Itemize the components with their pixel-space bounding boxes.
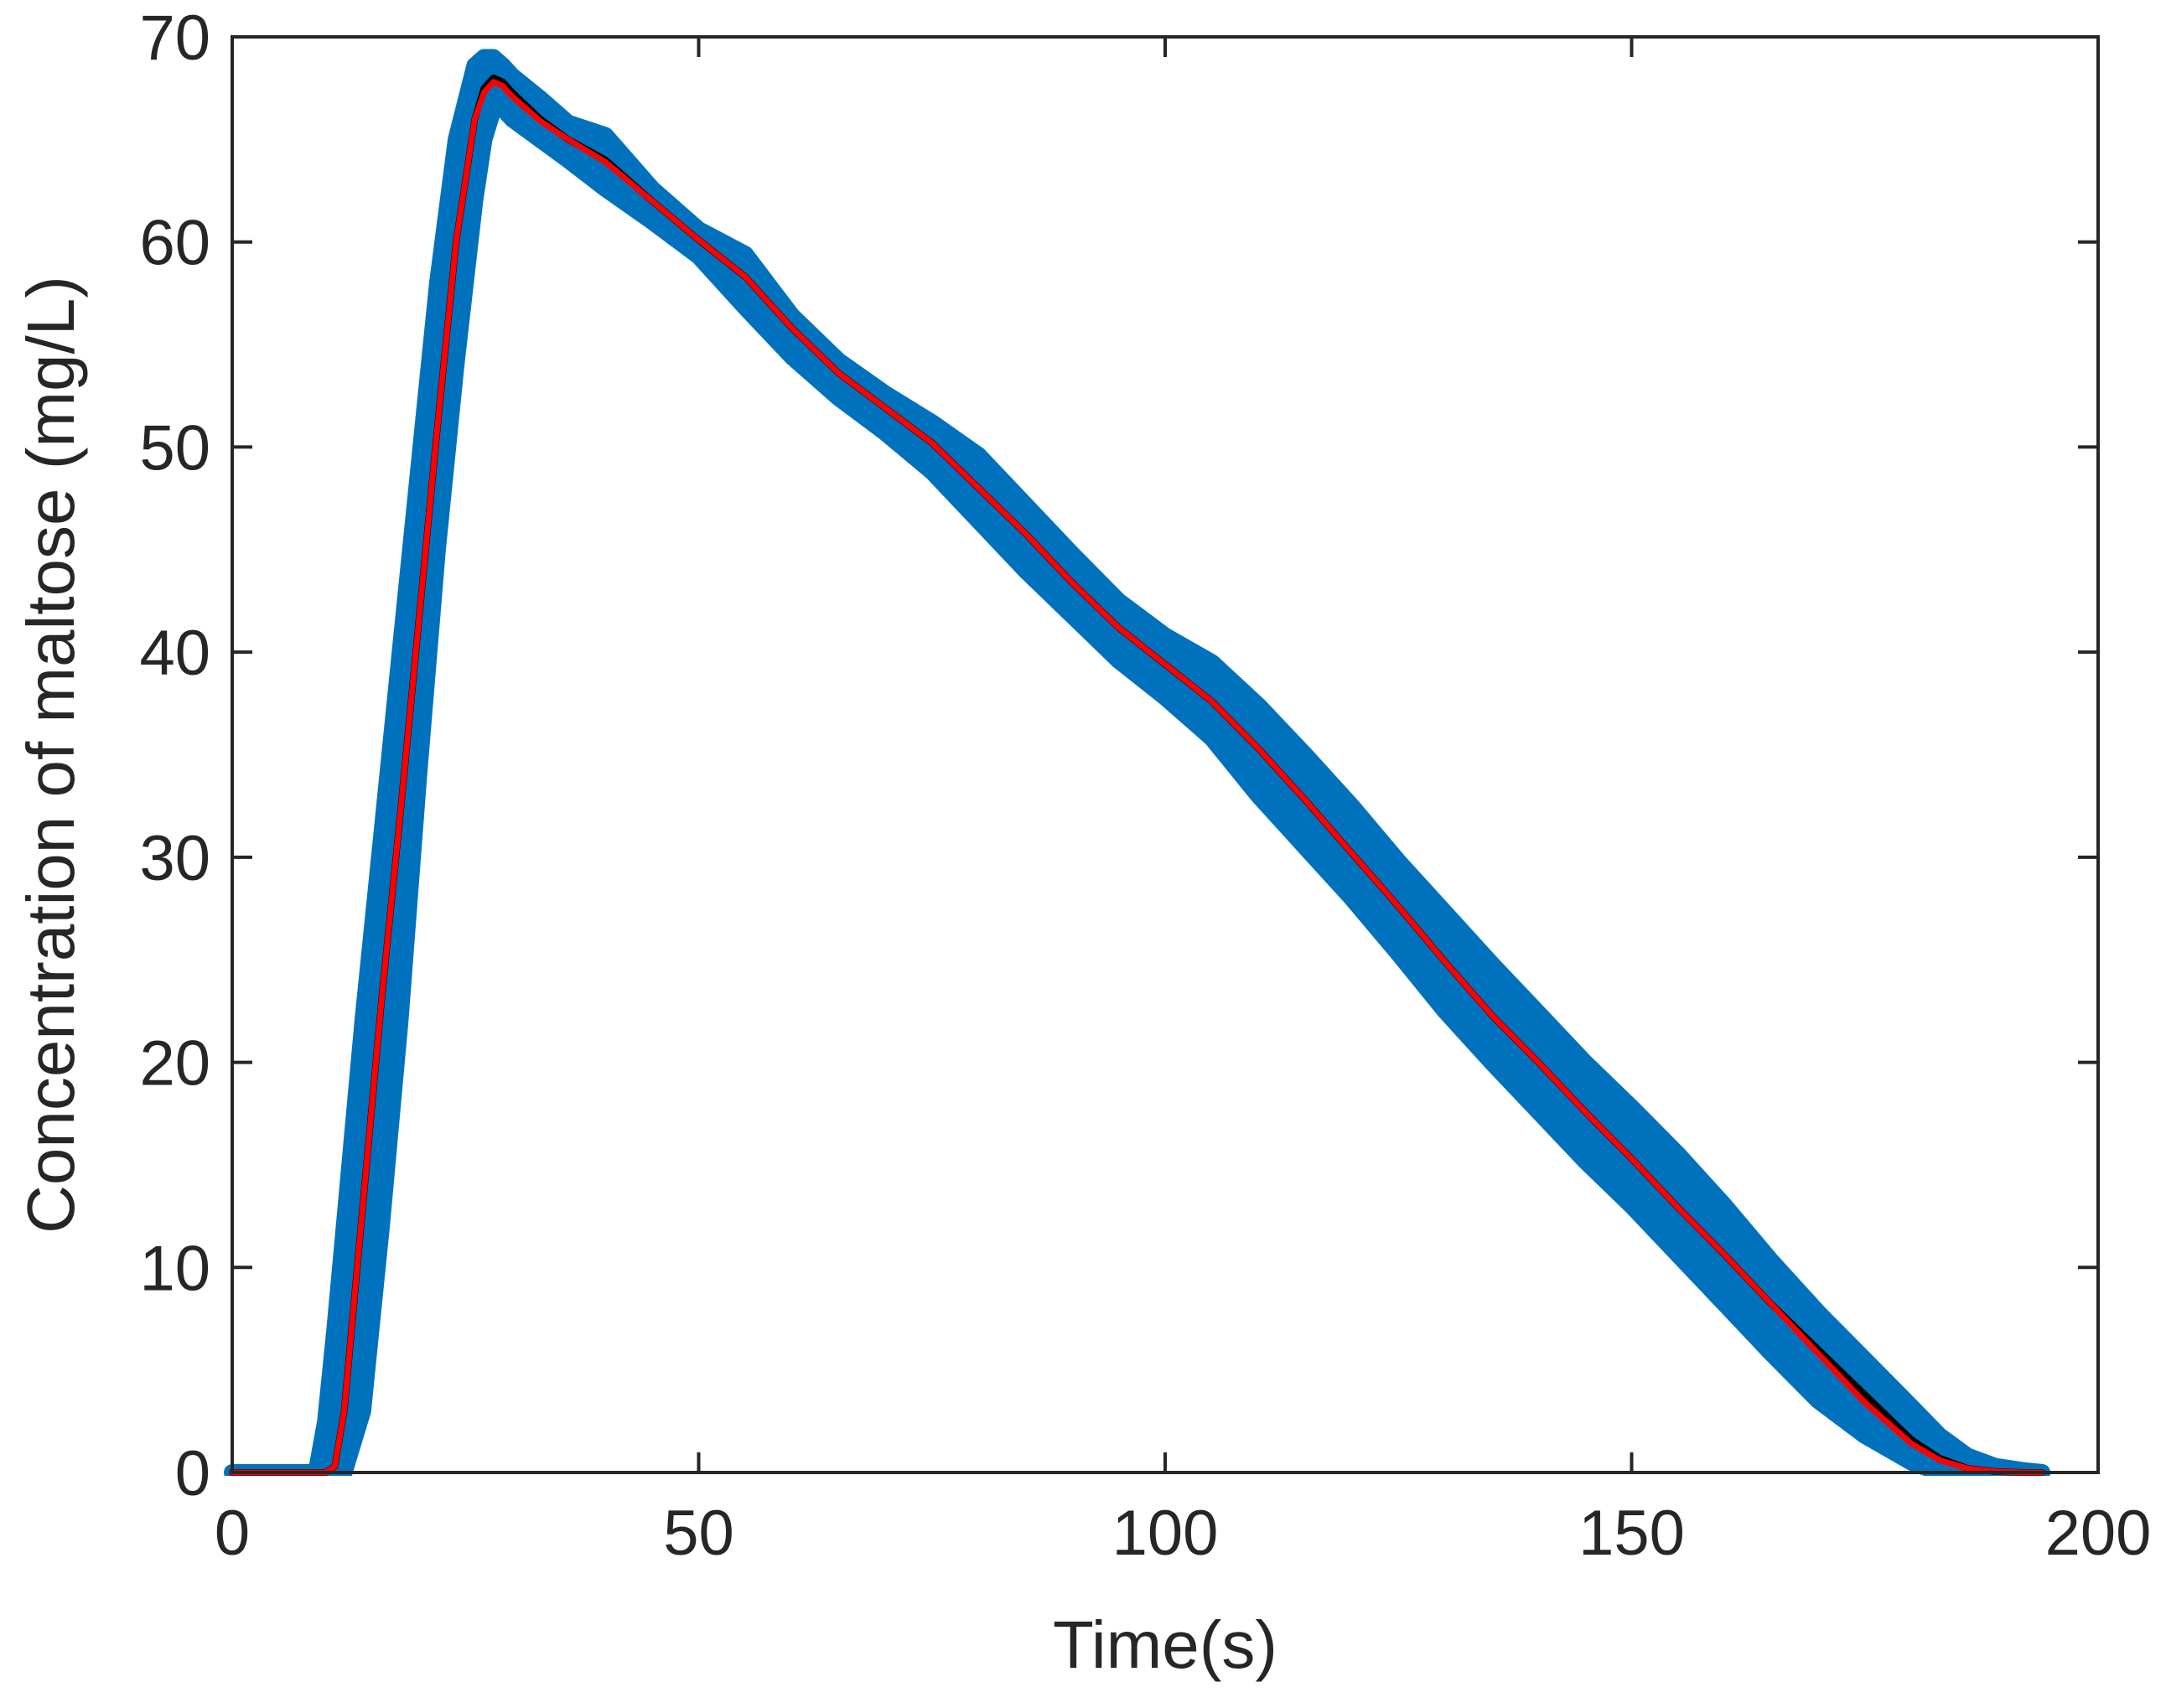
y-tick-label: 60 — [139, 208, 210, 279]
y-tick-label: 30 — [139, 823, 210, 894]
x-tick-label: 200 — [2045, 1498, 2152, 1569]
y-tick-label: 0 — [175, 1438, 210, 1509]
x-tick-label: 100 — [1112, 1498, 1219, 1569]
y-tick-label: 70 — [139, 3, 210, 74]
x-tick-label: 150 — [1578, 1498, 1685, 1569]
y-tick-label: 20 — [139, 1028, 210, 1100]
y-tick-label: 10 — [139, 1233, 210, 1304]
y-axis-label: Concentration of maltose (mg/L) — [13, 276, 88, 1234]
y-tick-label: 40 — [139, 618, 210, 689]
x-tick-label: 0 — [215, 1498, 250, 1569]
y-tick-label: 50 — [139, 412, 210, 484]
series-line-red — [229, 79, 2045, 1476]
x-axis-label: Time(s) — [1053, 1607, 1277, 1682]
x-tick-label: 50 — [663, 1498, 734, 1569]
axes: 0 50 100 150 200 0 10 20 30 40 50 60 70 — [139, 3, 2151, 1569]
